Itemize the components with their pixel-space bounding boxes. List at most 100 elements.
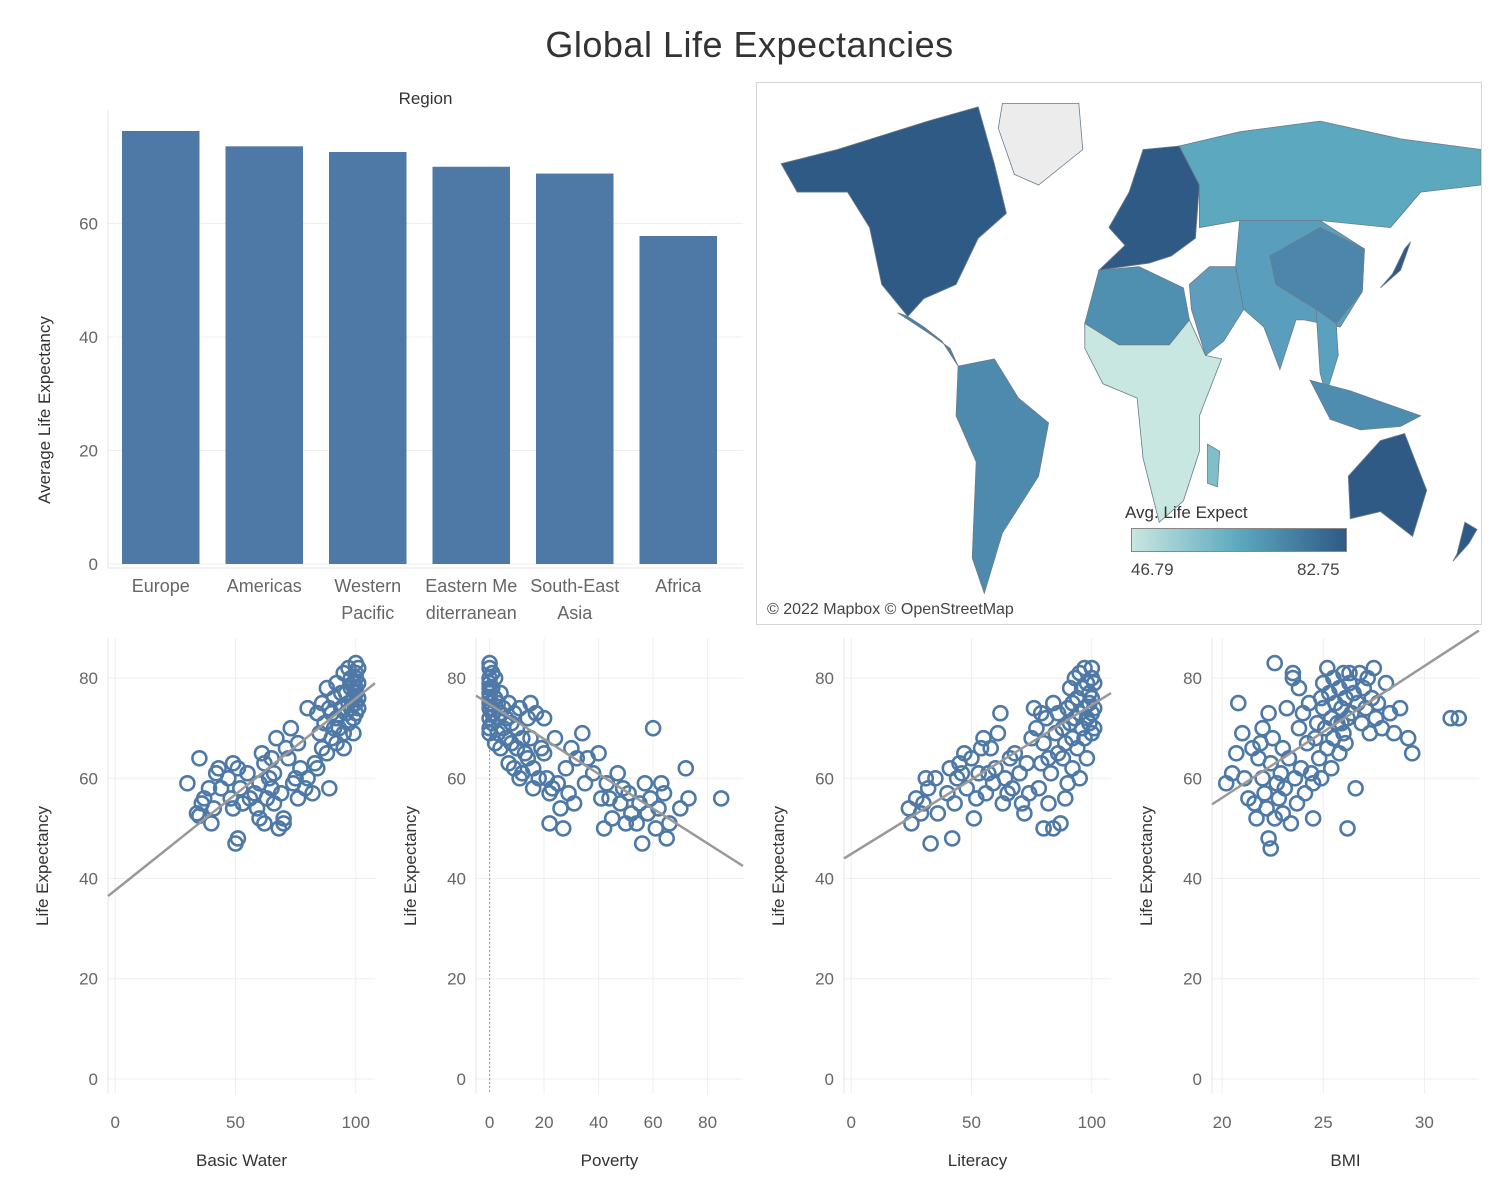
map-credit[interactable]: © 2022 Mapbox © OpenStreetMap <box>767 601 1014 618</box>
scatter-point <box>652 775 670 792</box>
middle-east-shape <box>1188 266 1245 357</box>
bar-2 <box>329 151 407 564</box>
scatter-point <box>492 684 509 702</box>
scatter-point <box>332 684 350 702</box>
scatter-point <box>179 775 196 792</box>
greenland-shape <box>997 103 1084 186</box>
scatter-y-tick-label: 40 <box>1183 870 1202 889</box>
scatter-point <box>1260 704 1277 722</box>
scatter-point <box>349 689 367 707</box>
scatter-point <box>922 835 939 852</box>
scatter-point <box>927 770 944 787</box>
scatter-point <box>275 810 292 827</box>
scatter-point <box>275 815 292 832</box>
scatter-point <box>584 765 602 782</box>
scatter-point <box>220 770 237 787</box>
scatter-point <box>1284 664 1302 682</box>
bar-chart-svg: Region 0 20 40 60 Average Life Expectancy Euro… <box>35 89 743 623</box>
scatter-point <box>229 830 247 847</box>
scatter-point <box>982 739 999 757</box>
scatter-point <box>1234 724 1251 742</box>
scatter-point <box>519 709 537 727</box>
scatter-point <box>1298 734 1316 752</box>
scatter-point <box>282 719 300 737</box>
scatter-point <box>268 729 285 747</box>
scatter-point <box>1262 755 1279 772</box>
scatter-basic-water-svg: 0 20 40 60 80 0 50 100 Basic Water Life Expectanc… <box>33 638 376 1170</box>
scatter-point <box>1266 654 1283 672</box>
bar-0 <box>122 130 200 564</box>
scatter-point <box>1032 704 1050 722</box>
scatter-point <box>1272 765 1290 782</box>
scatter-point <box>554 820 572 837</box>
scatter-bmi-svg: 0 20 40 60 80 20 25 30 BMI Life Expectancy <box>1137 629 1480 1170</box>
scatter-point <box>299 770 316 787</box>
scatter-point <box>1230 694 1247 712</box>
scatter-point <box>1064 760 1081 777</box>
scatter-point <box>970 765 987 782</box>
scatter-point <box>289 734 307 752</box>
scatter-point <box>677 760 695 777</box>
scatter-y-tick-label: 80 <box>815 669 834 688</box>
scatter-literacy-svg: 0 20 40 60 80 0 50 100 Literacy Life Expectancy <box>769 638 1112 1170</box>
scatter-point <box>612 795 629 812</box>
madagascar-shape <box>1207 443 1221 488</box>
scatter-point <box>253 745 271 762</box>
bar-y-tick-label: 20 <box>79 442 98 461</box>
russia-shape <box>1178 120 1481 229</box>
scatter-point <box>574 724 591 742</box>
bar-3 <box>432 166 510 564</box>
scatter-point <box>203 815 220 832</box>
scatter-point <box>535 745 553 762</box>
scatter-literacy: 0 20 40 60 80 0 50 100 Literacy Life Expectancy <box>756 630 1124 1190</box>
scatter-x-tick-label: 20 <box>535 1113 554 1132</box>
map-svg[interactable] <box>757 83 1481 624</box>
bar-y-tick-label: 40 <box>79 328 98 347</box>
scatter-point <box>609 765 626 782</box>
scatter-y-tick-label: 40 <box>447 870 466 889</box>
scatter-point <box>671 800 689 817</box>
scatter-y-axis-label: Life Expectancy <box>769 805 788 926</box>
scatter-y-tick-label: 20 <box>447 970 466 989</box>
scatter-point <box>200 780 218 797</box>
scatter-point <box>1083 659 1101 677</box>
scatter-point <box>188 805 206 822</box>
scatter-y-tick-label: 60 <box>815 769 834 788</box>
scatter-y-tick-label: 20 <box>79 970 98 989</box>
scatter-point <box>989 724 1007 742</box>
scatter-point <box>1304 810 1322 827</box>
scatter-point <box>1256 785 1273 802</box>
scatter-point <box>527 704 545 722</box>
scatter-point <box>1049 745 1067 762</box>
scatter-point <box>972 739 990 757</box>
scatter-point <box>620 785 637 802</box>
scatter-point <box>1341 674 1358 692</box>
scatter-point <box>340 659 357 677</box>
scatter-point <box>1310 750 1328 767</box>
scatter-point <box>603 810 621 827</box>
scatter-x-tick-label: 40 <box>589 1113 608 1132</box>
scatter-point <box>1278 699 1296 717</box>
scatter-point <box>1085 674 1103 692</box>
bar-4 <box>536 173 614 564</box>
scatter-y-tick-label: 60 <box>79 769 98 788</box>
scatter-point <box>642 790 659 807</box>
scatter-point <box>1403 745 1421 762</box>
scatter-point <box>511 770 528 787</box>
scatter-point <box>1028 719 1045 737</box>
scatter-y-tick-label: 80 <box>1183 669 1202 688</box>
scatter-y-tick-label: 60 <box>447 769 466 788</box>
scatter-point <box>965 810 983 827</box>
scatter-point <box>1347 780 1364 797</box>
sub-saharan-africa-shape <box>1084 319 1223 524</box>
world-life-expectancy-map[interactable]: Avg. Life Expect 46.79 82.75 © 2022 Mapb… <box>756 82 1482 625</box>
scatter-point <box>917 770 935 787</box>
scatter-point <box>1262 840 1279 857</box>
scatter-point <box>1042 765 1060 782</box>
scatter-trend-line <box>843 692 1112 860</box>
scatter-point <box>590 745 607 762</box>
bar-category-label: Western <box>334 576 401 596</box>
scatter-point <box>1064 729 1081 747</box>
new-zealand-shape <box>1452 521 1478 562</box>
scatter-point <box>287 770 304 787</box>
